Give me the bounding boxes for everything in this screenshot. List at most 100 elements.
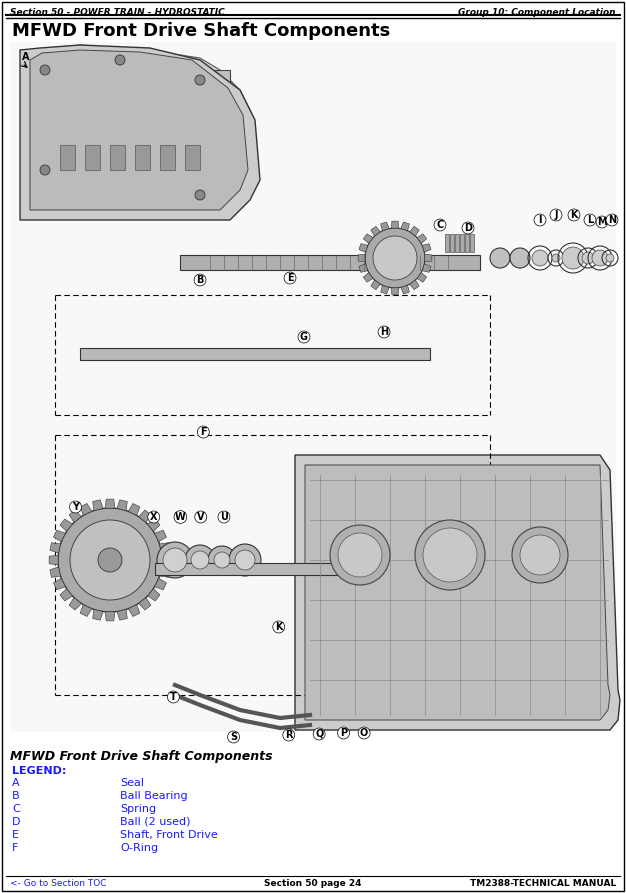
Text: Seal: Seal (120, 778, 144, 788)
Text: H: H (380, 327, 388, 337)
Circle shape (606, 254, 614, 262)
Polygon shape (155, 579, 167, 590)
Text: L: L (587, 215, 593, 225)
Circle shape (157, 542, 193, 578)
Bar (465, 234, 469, 252)
Bar (35, 70, 230, 200)
Polygon shape (425, 255, 432, 262)
Polygon shape (69, 597, 81, 610)
Polygon shape (371, 280, 381, 289)
Polygon shape (160, 567, 170, 577)
Circle shape (562, 247, 584, 269)
Polygon shape (401, 222, 409, 230)
Circle shape (520, 535, 560, 575)
Circle shape (415, 520, 485, 590)
Text: Ball (2 used): Ball (2 used) (120, 817, 190, 827)
Polygon shape (50, 567, 61, 577)
Polygon shape (401, 285, 409, 294)
Text: J: J (554, 210, 558, 220)
Text: D: D (12, 817, 21, 827)
Circle shape (185, 545, 215, 575)
Text: E: E (12, 830, 19, 840)
Polygon shape (295, 455, 620, 730)
Text: D: D (464, 223, 472, 233)
Polygon shape (417, 272, 427, 282)
Polygon shape (381, 285, 389, 294)
Text: E: E (287, 273, 294, 283)
Circle shape (40, 65, 50, 75)
Text: G: G (300, 332, 308, 342)
Circle shape (229, 544, 261, 576)
Text: U: U (220, 512, 228, 522)
Bar (185, 145, 200, 170)
Text: W: W (175, 512, 186, 522)
Circle shape (58, 508, 162, 612)
Text: X: X (150, 512, 158, 522)
Polygon shape (138, 510, 151, 522)
Polygon shape (359, 263, 368, 272)
Bar (450, 234, 454, 252)
Text: Ball Bearing: Ball Bearing (120, 791, 188, 801)
Polygon shape (409, 226, 419, 236)
Polygon shape (93, 500, 103, 511)
Bar (445, 234, 449, 252)
Text: LEGEND:: LEGEND: (12, 766, 66, 776)
Text: Spring: Spring (120, 804, 156, 814)
Text: O-Ring: O-Ring (120, 843, 158, 853)
Bar (110, 145, 125, 170)
Polygon shape (358, 255, 365, 262)
Text: K: K (570, 210, 578, 220)
Polygon shape (422, 263, 431, 272)
Circle shape (163, 548, 187, 572)
Text: I: I (538, 215, 541, 225)
Circle shape (552, 254, 560, 262)
Polygon shape (60, 519, 73, 531)
Polygon shape (117, 500, 127, 511)
Polygon shape (391, 221, 399, 229)
Polygon shape (155, 530, 167, 542)
Polygon shape (162, 555, 171, 564)
Text: A: A (22, 52, 29, 62)
Text: MFWD Front Drive Shaft Components: MFWD Front Drive Shaft Components (10, 750, 273, 763)
Text: Group 10: Component Location: Group 10: Component Location (458, 8, 616, 17)
Polygon shape (409, 280, 419, 289)
Polygon shape (93, 609, 103, 621)
Circle shape (423, 528, 477, 582)
Circle shape (592, 250, 608, 266)
Text: C: C (436, 220, 444, 230)
Polygon shape (371, 226, 381, 236)
Circle shape (582, 252, 594, 264)
Text: S: S (230, 732, 237, 742)
Circle shape (214, 552, 230, 568)
Text: B: B (197, 275, 203, 285)
Bar (85, 145, 100, 170)
Polygon shape (69, 510, 81, 522)
Polygon shape (363, 272, 373, 282)
Text: Y: Y (72, 502, 79, 512)
Polygon shape (20, 45, 260, 220)
Circle shape (512, 527, 568, 583)
Bar (455, 234, 459, 252)
Bar (155, 563, 350, 575)
Bar (180, 255, 480, 270)
Polygon shape (391, 288, 399, 295)
Text: Section 50 page 24: Section 50 page 24 (264, 879, 362, 888)
Bar (60, 145, 75, 170)
Polygon shape (359, 244, 368, 252)
Text: N: N (608, 215, 616, 225)
Polygon shape (422, 244, 431, 252)
Circle shape (191, 551, 209, 569)
Text: Q: Q (315, 729, 323, 739)
Text: A: A (12, 778, 19, 788)
Text: M: M (597, 217, 607, 227)
Polygon shape (80, 504, 92, 515)
Text: F: F (12, 843, 18, 853)
Circle shape (195, 75, 205, 85)
Polygon shape (160, 543, 170, 553)
Circle shape (115, 55, 125, 65)
Bar (10, 42, 616, 732)
Bar (460, 234, 464, 252)
Polygon shape (381, 222, 389, 230)
Polygon shape (30, 50, 248, 210)
Text: Shaft, Front Drive: Shaft, Front Drive (120, 830, 218, 840)
